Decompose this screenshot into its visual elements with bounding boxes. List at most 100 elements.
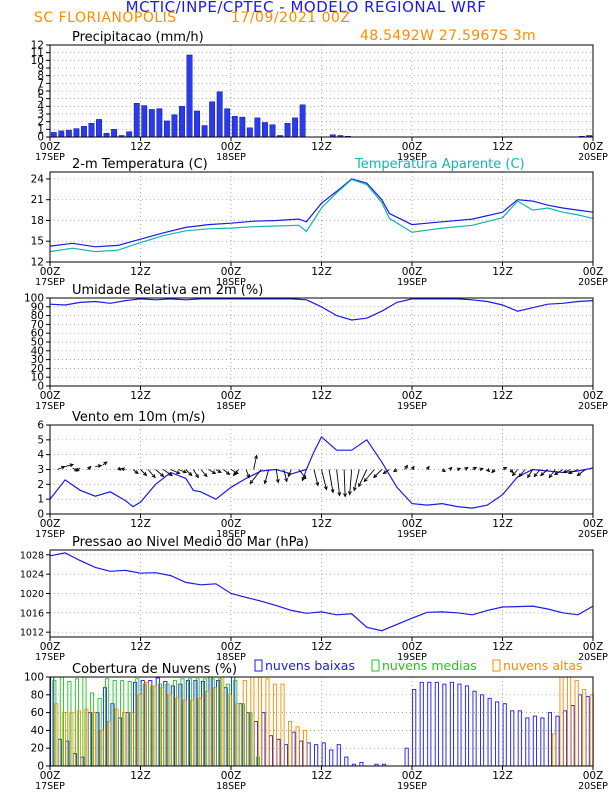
legend-swatch [371,659,380,672]
wind-arrowhead [182,469,188,474]
clouds-xtick-label: 00Z [402,770,423,782]
wind-vector [298,469,307,479]
wind-ytick-label: 1 [37,494,44,506]
temp-xtick-label: 00Z [583,266,604,278]
precip-bar [96,119,102,138]
pressure-xtick-date: 18SEP [216,652,246,663]
rh-ytick-label: 90 [31,301,44,313]
cloud-bar-2 [288,721,293,767]
temp-xtick-date: 18SEP [216,277,246,288]
rh-xtick-label: 00Z [583,390,604,402]
wind-arrowhead [456,467,462,472]
cloud-bar-0 [457,683,462,767]
precip-frame [49,44,594,138]
wind-arrowhead [491,469,496,474]
cloud-bar-2 [272,683,278,767]
precip-bar [148,109,155,138]
precip-bar [50,132,57,138]
rh-ytick-label: 40 [31,345,44,357]
cloud-bar-2 [559,676,564,767]
wind-arrowhead [143,472,148,477]
pressure-xtick-label: 12Z [492,641,513,653]
clouds-ytick-label: 20 [31,743,44,755]
pressure-ytick-label: 1012 [20,628,44,639]
wind-xtick-label: 00Z [221,518,242,530]
cloud-bar-0 [110,703,115,767]
clouds-xtick-label: 00Z [40,770,61,782]
precip-bar [194,110,200,138]
cloud-bar-0 [253,721,258,767]
cloud-bar-0 [336,744,341,767]
clouds-title: Cobertura de Nuvens (%) [72,662,237,677]
clouds-xtick-date: 19SEP [397,781,427,792]
cloud-bar-0 [208,676,213,767]
wind-arrowhead [363,477,368,483]
forecast-date: 17/09/2021 00Z [231,10,351,26]
clouds-ytick-label: 0 [37,761,44,773]
wind-arrowhead [87,465,92,470]
cloud-bar-0 [193,680,198,767]
rh-xtick-label: 12Z [130,390,151,402]
wind-vector [349,469,353,495]
wind-vector [383,469,390,474]
cloud-bar-2 [280,683,285,767]
wind-xtick-label: 00Z [402,518,423,530]
clouds-ytick-label: 80 [31,689,44,701]
pressure-xtick-label: 00Z [40,641,61,653]
wind-ytick-label: 5 [37,434,44,446]
temp-xtick-label: 12Z [492,266,513,278]
wind-vector [249,469,262,484]
wind-xtick-label: 12Z [130,518,151,530]
cloud-bar-0 [555,715,560,767]
precip-xtick-label: 12Z [492,141,513,153]
precip-bar [224,108,231,138]
cloud-bar-0 [163,681,168,767]
rh-xtick-date: 17SEP [35,401,65,412]
wind-arrowhead [134,470,139,475]
wind-vector [155,469,164,477]
wind-arrowhead [410,465,415,471]
wind-vector [518,469,526,477]
wind-xtick-label: 00Z [40,518,61,530]
temp-xtick-date: 20SEP [578,277,608,288]
wind-vector [57,466,65,470]
wind-vector [328,469,334,493]
pressure-line-0 [49,552,594,632]
cloud-bar-0 [291,731,296,767]
wind-vector [353,469,360,491]
clouds-xtick-label: 12Z [492,770,513,782]
clouds-xtick-label: 00Z [583,770,604,782]
cloud-bar-2 [574,680,579,767]
wind-ytick-label: 6 [37,420,44,432]
pressure-xtick-date: 17SEP [35,652,65,663]
temp-ytick-label: 15 [31,236,44,248]
precip-xtick-label: 00Z [583,141,604,153]
precip-ytick-label: 8 [37,70,44,82]
precip-bar [216,91,223,138]
wind-arrowhead [343,493,347,498]
wind-arrowhead [539,472,545,477]
cloud-bar-0 [185,680,191,767]
precip-bar [209,101,216,138]
precip-bar [141,105,148,138]
temp-apparent-title: Temperatura Aparente (C) [354,157,525,172]
wind-vector [147,469,156,478]
pressure-ytick-label: 1028 [20,550,44,561]
cloud-bar-0 [155,677,160,767]
clouds-xtick-label: 00Z [221,770,242,782]
legend-swatch [492,659,501,672]
wind-arrowhead [347,491,352,496]
wind-arrowhead [275,479,280,484]
legend-swatch [254,659,263,672]
cloud-bar-0 [562,710,568,767]
wind-vector [185,469,193,476]
wind-arrowhead [527,473,531,479]
wind-xtick-date: 20SEP [578,529,608,540]
wind-vector [140,469,147,476]
wind-arrowhead [533,473,538,478]
pressure-xtick-date: 20SEP [578,652,608,663]
pressure-title: Pressao ao Nivel Medio do Mar (hPa) [72,535,309,550]
cloud-bar-0 [525,717,530,767]
rh-xtick-date: 18SEP [216,401,246,412]
wind-arrowhead [393,468,398,473]
